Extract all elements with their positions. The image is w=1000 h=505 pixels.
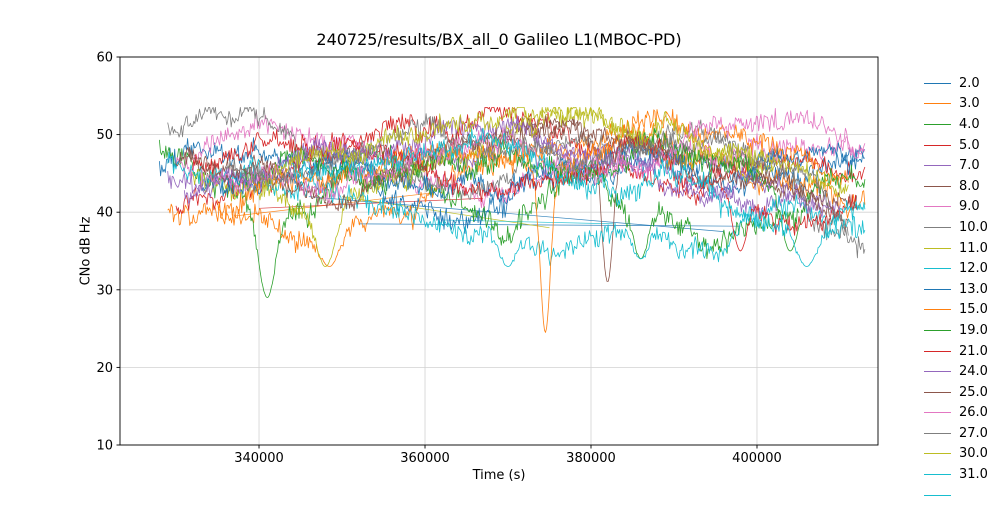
legend-swatch: [924, 206, 951, 208]
legend-swatch: [924, 474, 951, 476]
legend-swatch: [924, 185, 951, 187]
legend-item-label: 27.0: [959, 425, 988, 441]
legend-item-label: 24.0: [959, 364, 988, 380]
legend-item: 31.0: [924, 464, 1000, 485]
legend-item-label: 12.0: [959, 261, 988, 277]
legend-item: 3.0: [924, 94, 1000, 115]
axes-frame: [119, 56, 879, 446]
legend-swatch: [924, 371, 951, 373]
legend-item: 26.0: [924, 403, 1000, 424]
plot-area: [159, 107, 866, 333]
series-line-21.0: [192, 129, 857, 252]
series-line-30.0: [258, 107, 849, 201]
legend-item-label: 11.0: [959, 240, 988, 256]
y-tick-label: 20: [96, 361, 113, 376]
legend-swatch: [924, 82, 951, 84]
legend-swatch: [924, 412, 951, 414]
legend-item: 4.0: [924, 114, 1000, 135]
y-tick-label: 50: [96, 128, 113, 143]
legend-item-partial: [924, 485, 1000, 505]
series-line-25.0: [175, 115, 857, 212]
legend-swatch: [924, 288, 951, 290]
x-tick-label: 340000: [234, 451, 284, 466]
legend-swatch: [924, 350, 951, 352]
y-tick-label: 40: [96, 206, 113, 221]
series-line-15.0: [217, 109, 849, 333]
legend-item: 9.0: [924, 197, 1000, 218]
legend-item-label: 9.0: [959, 199, 980, 215]
legend-swatch: [924, 226, 951, 228]
series-line-10.0: [167, 107, 849, 241]
series-line-4.0: [159, 139, 799, 298]
legend-item-label: 5.0: [959, 137, 980, 153]
legend-item: 12.0: [924, 258, 1000, 279]
legend-item-label: 13.0: [959, 281, 988, 297]
series-line-27.0: [225, 113, 866, 259]
legend-swatch: [924, 494, 951, 496]
legend-item-label: 10.0: [959, 219, 988, 235]
legend-item-label: 25.0: [959, 384, 988, 400]
legend-swatch: [924, 309, 951, 311]
legend-item: 30.0: [924, 444, 1000, 465]
legend-swatch: [924, 391, 951, 393]
legend-item: 10.0: [924, 217, 1000, 238]
legend-item: 11.0: [924, 238, 1000, 259]
legend-swatch: [924, 453, 951, 455]
legend-item-label: 19.0: [959, 322, 988, 338]
legend-item-label: 3.0: [959, 96, 980, 112]
legend-item: 7.0: [924, 155, 1000, 176]
legend-swatch: [924, 144, 951, 146]
x-axis-label: Time (s): [472, 468, 526, 483]
legend-item-label: 21.0: [959, 343, 988, 359]
legend-item-label: 8.0: [959, 178, 980, 194]
connector-line: [234, 192, 434, 217]
legend: 2.0 3.0 4.0 5.0 7.0 8.0 9.0 10.0 11.0 12.0 13.0 15.…: [924, 73, 1000, 505]
y-tick-label: 30: [96, 283, 113, 298]
chart-title: 240725/results/BX_all_0 Galileo L1(MBOC-…: [316, 30, 682, 49]
ticks: 340000 360000 380000 400000 10 20 30 40 50 60: [96, 51, 781, 467]
legend-swatch: [924, 165, 951, 167]
legend-swatch: [924, 268, 951, 270]
legend-item: 19.0: [924, 320, 1000, 341]
connector-line: [358, 223, 741, 227]
series-line-31.0: [291, 128, 866, 267]
legend-item: 8.0: [924, 176, 1000, 197]
legend-swatch: [924, 432, 951, 434]
x-tick-label: 380000: [566, 451, 616, 466]
legend-item: 5.0: [924, 135, 1000, 156]
legend-item-label: 7.0: [959, 158, 980, 174]
x-tick-label: 360000: [400, 451, 450, 466]
legend-item: 15.0: [924, 300, 1000, 321]
y-tick-label: 60: [96, 51, 113, 66]
legend-item: 24.0: [924, 361, 1000, 382]
legend-swatch: [924, 123, 951, 125]
legend-item: 21.0: [924, 341, 1000, 362]
legend-swatch: [924, 247, 951, 249]
legend-item-label: 4.0: [959, 116, 980, 132]
series-line-12.0: [167, 151, 866, 267]
legend-item: 13.0: [924, 279, 1000, 300]
legend-item-label: 2.0: [959, 75, 980, 91]
y-axis-label: CNo dB Hz: [78, 216, 94, 286]
legend-item: 2.0: [924, 73, 1000, 94]
legend-item: 27.0: [924, 423, 1000, 444]
legend-item-label: 15.0: [959, 302, 988, 318]
legend-item-label: 30.0: [959, 446, 988, 462]
legend-swatch: [924, 329, 951, 331]
legend-item: 25.0: [924, 382, 1000, 403]
legend-swatch: [924, 103, 951, 105]
y-tick-label: 10: [96, 439, 113, 454]
legend-item-label: 31.0: [959, 467, 988, 483]
x-tick-label: 400000: [732, 451, 782, 466]
legend-item-label: 26.0: [959, 405, 988, 421]
